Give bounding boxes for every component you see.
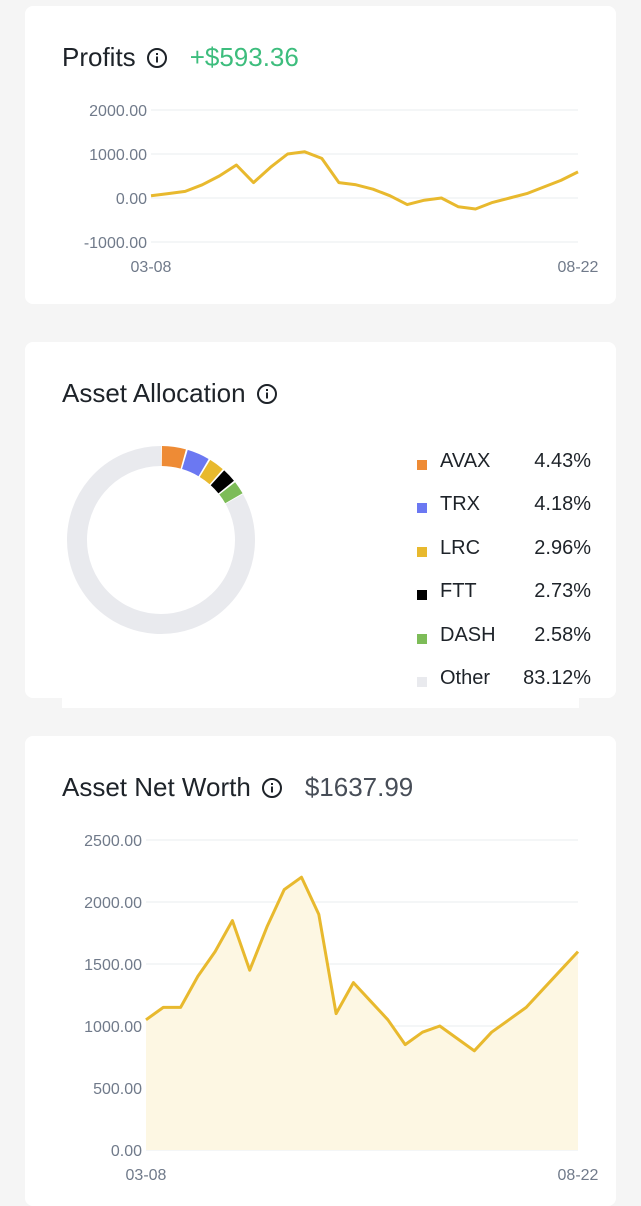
- donut-slice-ftt: [217, 478, 226, 487]
- donut-slice-lrc: [205, 468, 216, 476]
- legend-percent: 2.58%: [534, 624, 591, 647]
- legend-percent: 4.43%: [534, 450, 591, 473]
- allocation-card-extension: [62, 698, 579, 708]
- area-fill: [146, 877, 578, 1150]
- y-tick-label: 1500.00: [84, 957, 142, 974]
- legend-swatch: [417, 460, 427, 470]
- legend-name: FTT: [440, 580, 477, 603]
- allocation-legend: AVAX 4.43% TRX 4.18% LRC 2.96% FTT 2.73%…: [417, 450, 607, 710]
- legend-name: LRC: [440, 537, 480, 560]
- allocation-header: Asset Allocation: [62, 378, 278, 409]
- legend-percent: 2.96%: [534, 537, 591, 560]
- y-tick-label: -1000.00: [84, 235, 147, 252]
- y-tick-label: 0.00: [111, 1143, 142, 1160]
- info-icon[interactable]: [256, 383, 278, 405]
- legend-percent: 4.18%: [534, 493, 591, 516]
- donut-slice-dash: [227, 488, 234, 498]
- legend-swatch: [417, 677, 427, 687]
- allocation-donut-chart[interactable]: [41, 420, 281, 660]
- x-tick-label: 08-22: [558, 259, 599, 276]
- legend-name: Other: [440, 667, 490, 690]
- y-tick-label: 0.00: [116, 191, 147, 208]
- networth-chart[interactable]: 2500.00 2000.00 1500.00 1000.00 500.00 0.00 03…: [25, 736, 616, 1206]
- series-line: [151, 152, 578, 209]
- y-tick-label: 2000.00: [89, 103, 147, 120]
- x-tick-label: 08-22: [558, 1167, 599, 1184]
- legend-swatch: [417, 590, 427, 600]
- legend-item-ftt[interactable]: FTT 2.73%: [417, 580, 607, 623]
- y-tick-label: 2000.00: [84, 895, 142, 912]
- legend-item-dash[interactable]: DASH 2.58%: [417, 624, 607, 667]
- x-tick-label: 03-08: [131, 259, 172, 276]
- legend-item-lrc[interactable]: LRC 2.96%: [417, 537, 607, 580]
- legend-name: DASH: [440, 624, 496, 647]
- y-tick-label: 500.00: [93, 1081, 142, 1098]
- x-tick-label: 03-08: [126, 1167, 167, 1184]
- legend-percent: 2.73%: [534, 580, 591, 603]
- legend-item-trx[interactable]: TRX 4.18%: [417, 493, 607, 536]
- legend-name: AVAX: [440, 450, 490, 473]
- y-tick-label: 1000.00: [89, 147, 147, 164]
- legend-swatch: [417, 503, 427, 513]
- legend-swatch: [417, 547, 427, 557]
- profits-chart[interactable]: 2000.00 1000.00 0.00 -1000.00 03-08 08-22: [25, 6, 616, 304]
- asset-allocation-card: Asset Allocation AVAX 4.43% TRX 4.18% LR…: [25, 342, 616, 698]
- legend-swatch: [417, 634, 427, 644]
- donut-slice-avax: [162, 456, 183, 459]
- y-tick-label: 2500.00: [84, 833, 142, 850]
- allocation-title: Asset Allocation: [62, 378, 246, 409]
- donut-slice-trx: [185, 459, 204, 467]
- legend-name: TRX: [440, 493, 480, 516]
- legend-percent: 83.12%: [523, 667, 591, 690]
- y-tick-label: 1000.00: [84, 1019, 142, 1036]
- legend-item-avax[interactable]: AVAX 4.43%: [417, 450, 607, 493]
